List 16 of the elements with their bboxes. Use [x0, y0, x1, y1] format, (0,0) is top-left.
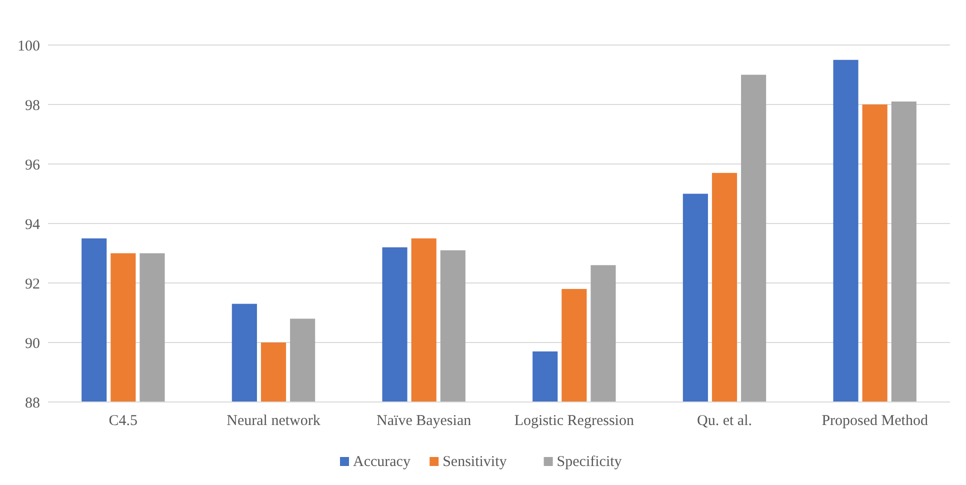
legend-label: Specificity — [556, 454, 622, 470]
x-tick-label: Proposed Method — [822, 413, 928, 429]
x-tick-label: Neural network — [226, 413, 321, 429]
legend-label: Accuracy — [353, 454, 411, 470]
y-tick-label: 100 — [18, 38, 40, 54]
y-tick-label: 92 — [25, 276, 40, 292]
x-tick-label: C4.5 — [108, 413, 138, 429]
y-tick-label: 90 — [25, 336, 40, 352]
legend-label: Sensitivity — [442, 454, 508, 470]
x-tick-label: Logistic Regression — [514, 413, 634, 429]
x-tick-label: Qu. et al. — [697, 413, 752, 429]
y-tick-label: 88 — [25, 395, 40, 412]
y-tick-label: 94 — [25, 216, 40, 233]
x-tick-label: Naïve Bayesian — [376, 413, 472, 429]
y-tick-label: 98 — [25, 98, 40, 114]
y-tick-label: 96 — [25, 157, 40, 174]
